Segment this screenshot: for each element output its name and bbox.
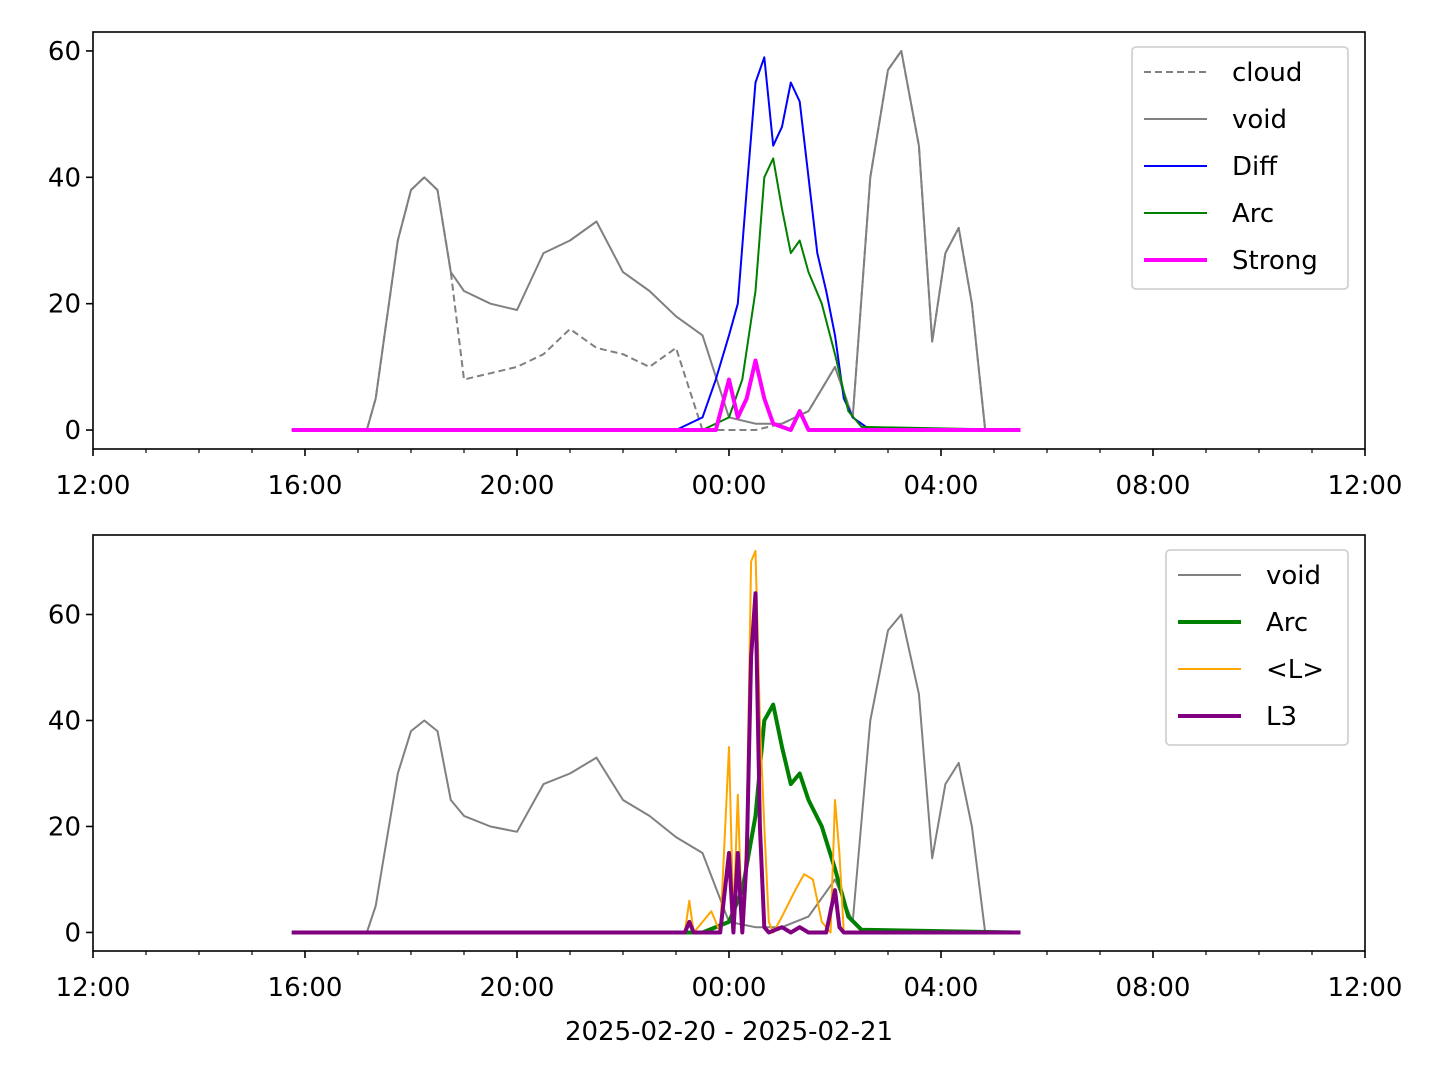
top-chart-series-strong-line [291,358,1021,432]
top-chart-legend-box [1131,46,1349,290]
bottom-chart-y-tick-label: 60 [48,600,81,630]
bottom-chart-legend-box [1165,549,1349,746]
top-chart-x-tick-label: 08:00 [1116,471,1191,501]
bottom-chart-legend-label: <L> [1266,655,1324,685]
top-chart-x-tick-label: 12:00 [56,471,131,501]
top-chart-legend-label: cloud [1232,58,1302,88]
top-chart-y-tick-label: 20 [48,290,81,320]
top-chart-x-tick-label: 00:00 [692,471,767,501]
bottom-chart-x-tick-label: 12:00 [1328,973,1403,1003]
bottom-chart-x-axis-label: 2025-02-20 - 2025-02-21 [565,1017,893,1047]
bottom-chart-ticks: 0 20 40 60 12:00 16:00 20:00 00:00 04:00 08:00 12:… [48,600,1403,1003]
top-chart-x-tick-label: 12:00 [1328,471,1403,501]
bottom-chart-y-tick-label: 20 [48,812,81,842]
top-chart-y-tick-label: 60 [48,37,81,67]
bottom-chart-series-void-line [291,613,1021,934]
bottom-chart-legend-label: L3 [1266,702,1297,732]
top-chart-y-tick-label: 0 [64,416,81,446]
top-chart-legend-label: Diff [1232,152,1278,182]
bottom-chart-series [291,549,1021,935]
bottom-chart-y-tick-label: 40 [48,706,81,736]
top-chart-series-void-line [291,50,1021,431]
top-chart-x-tick-label: 04:00 [904,471,979,501]
bottom-chart-legend-label: void [1266,561,1321,591]
bottom-chart-panel: 0 20 40 60 12:00 16:00 20:00 00:00 04:00 08:00 12:… [48,534,1403,1047]
bottom-chart-series-l3-line [291,591,1021,935]
top-chart-ticks: 0 20 40 60 12:00 16:00 20:00 00:00 04:00 08:00 12:… [48,37,1403,501]
top-chart-legend-label: void [1232,105,1287,135]
bottom-chart-x-tick-label: 08:00 [1116,973,1191,1003]
bottom-chart-x-tick-label: 04:00 [904,973,979,1003]
top-chart-legend-label: Strong [1232,246,1318,276]
bottom-chart-y-tick-label: 0 [64,918,81,948]
top-chart-x-tick-label: 16:00 [268,471,343,501]
bottom-chart-x-tick-label: 12:00 [56,973,131,1003]
top-chart-legend: cloud void Diff Arc Strong [1131,46,1349,290]
top-chart-x-tick-label: 20:00 [480,471,555,501]
bottom-chart-x-tick-label: 16:00 [268,973,343,1003]
bottom-chart-legend-label: Arc [1266,608,1308,638]
bottom-chart-x-tick-label: 00:00 [692,973,767,1003]
top-chart-panel: 0 20 40 60 12:00 16:00 20:00 00:00 04:00 08:00 12:… [48,31,1403,501]
top-chart-y-tick-label: 40 [48,163,81,193]
top-chart-series-arc-line [291,157,1021,431]
bottom-chart-legend: void Arc <L> L3 [1165,549,1349,746]
top-chart-series [291,50,1021,432]
bottom-chart-x-tick-label: 20:00 [480,973,555,1003]
top-chart-legend-label: Arc [1232,199,1274,229]
